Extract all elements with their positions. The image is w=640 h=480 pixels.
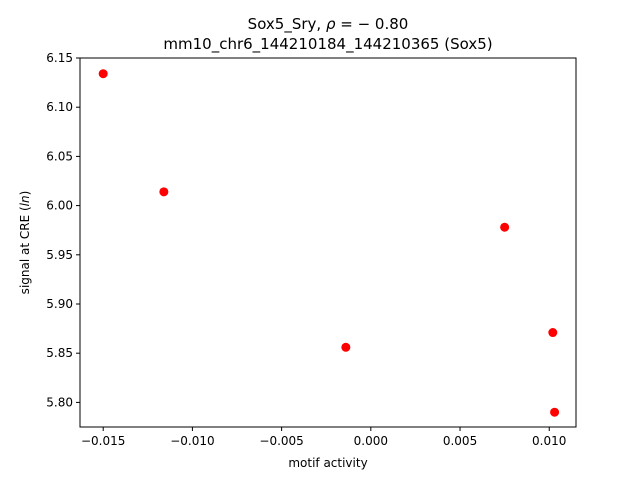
x-tick-label: −0.010 <box>170 434 214 448</box>
chart-title-suffix: = − 0.80 <box>335 15 408 33</box>
y-tick-label: 5.95 <box>46 248 73 262</box>
y-tick-label: 6.05 <box>46 149 73 163</box>
data-point-5 <box>548 328 558 338</box>
chart-title-line1: Sox5_Sry, ρ = − 0.80 <box>248 15 409 34</box>
data-point-4 <box>500 222 510 232</box>
x-axis-label: motif activity <box>288 456 367 470</box>
y-tick-label: 6.10 <box>46 100 73 114</box>
x-tick-label: −0.015 <box>81 434 125 448</box>
y-tick-label: 6.00 <box>46 199 73 213</box>
data-point-1 <box>98 69 108 79</box>
chart-title-rho-symbol: ρ <box>326 15 336 33</box>
data-point-2 <box>159 187 169 197</box>
y-tick-label: 5.80 <box>46 395 73 409</box>
plot-area <box>98 69 560 417</box>
data-point-6 <box>550 407 560 417</box>
x-axis-ticks: −0.015 −0.010 −0.005 0.000 0.005 0.010 <box>81 427 566 448</box>
x-tick-label: −0.005 <box>259 434 303 448</box>
axes-frame <box>79 57 577 428</box>
x-tick-label: 0.010 <box>532 434 566 448</box>
y-tick-label: 5.90 <box>46 297 73 311</box>
x-tick-label: 0.005 <box>443 434 477 448</box>
data-point-3 <box>341 342 351 352</box>
y-axis-label-prefix: signal at CRE ( <box>18 206 32 294</box>
y-axis-label-italic: ln <box>18 195 32 206</box>
y-axis-label-suffix: ) <box>18 191 32 196</box>
chart-title-line2: mm10_chr6_144210184_144210365 (Sox5) <box>163 35 492 54</box>
y-tick-label: 5.85 <box>46 346 73 360</box>
y-tick-label: 6.15 <box>46 51 73 65</box>
y-axis-ticks: 5.80 5.85 5.90 5.95 6.00 6.05 6.10 6.15 <box>46 51 80 409</box>
chart-title-prefix: Sox5_Sry, <box>248 15 326 34</box>
x-tick-label: 0.000 <box>354 434 388 448</box>
y-axis-label: signal at CRE (ln) <box>18 191 32 295</box>
